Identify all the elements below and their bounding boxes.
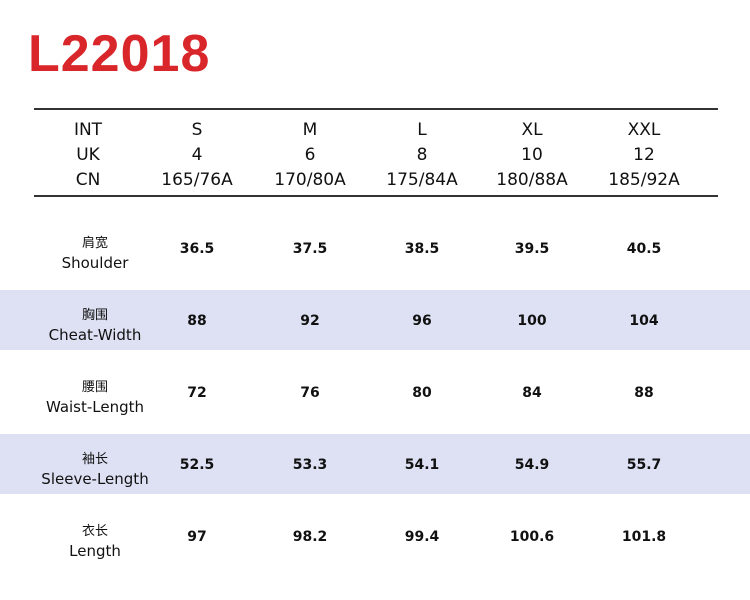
measurement-value: 76 bbox=[300, 385, 320, 401]
measurement-value: 88 bbox=[634, 385, 654, 401]
measurement-label-cn: 腰围 bbox=[81, 380, 108, 395]
size-row-uk: UK 4 6 8 10 12 bbox=[0, 145, 750, 169]
measurement-value: 99.4 bbox=[404, 529, 440, 545]
size-system-label: UK bbox=[76, 145, 100, 165]
measurement-row-shoulder: 肩宽 Shoulder 36.5 37.5 38.5 39.5 40.5 bbox=[0, 218, 750, 278]
size-cell: 8 bbox=[416, 145, 428, 165]
size-cell: L bbox=[417, 120, 427, 140]
size-cell: 165/76A bbox=[161, 170, 233, 190]
table-header-rule bbox=[34, 195, 718, 197]
size-cell: XL bbox=[521, 120, 543, 140]
measurement-value: 88 bbox=[187, 313, 207, 329]
size-cell: 175/84A bbox=[386, 170, 458, 190]
size-system-label: CN bbox=[75, 170, 101, 190]
measurement-label-en: Sleeve-Length bbox=[41, 470, 149, 488]
measurement-value: 52.5 bbox=[179, 457, 215, 473]
measurement-value: 92 bbox=[300, 313, 320, 329]
measurement-value: 96 bbox=[412, 313, 432, 329]
measurement-label-en: Length bbox=[69, 542, 121, 560]
size-cell: 4 bbox=[191, 145, 203, 165]
size-cell: 170/80A bbox=[274, 170, 346, 190]
measurement-value: 98.2 bbox=[292, 529, 328, 545]
measurement-value: 100 bbox=[517, 313, 547, 329]
measurement-value: 39.5 bbox=[514, 241, 550, 257]
measurement-value: 97 bbox=[187, 529, 207, 545]
measurement-value: 84 bbox=[522, 385, 542, 401]
size-cell: 10 bbox=[521, 145, 543, 165]
measurement-row-length: 衣长 Length 97 98.2 99.4 100.6 101.8 bbox=[0, 506, 750, 566]
size-cell: 180/88A bbox=[496, 170, 568, 190]
size-cell: S bbox=[191, 120, 203, 140]
measurement-value: 36.5 bbox=[179, 241, 215, 257]
measurement-label-cn: 胸围 bbox=[81, 308, 108, 323]
size-row-cn: CN 165/76A 170/80A 175/84A 180/88A 185/9… bbox=[0, 170, 750, 194]
measurement-value: 72 bbox=[187, 385, 207, 401]
size-cell: M bbox=[302, 120, 318, 140]
size-cell: 6 bbox=[304, 145, 316, 165]
measurement-value: 101.8 bbox=[621, 529, 667, 545]
measurement-value: 37.5 bbox=[292, 241, 328, 257]
size-cell: XXL bbox=[627, 120, 661, 140]
measurement-row-sleeve: 袖长 Sleeve-Length 52.5 53.3 54.1 54.9 55.… bbox=[0, 434, 750, 494]
measurement-value: 40.5 bbox=[626, 241, 662, 257]
table-top-rule bbox=[34, 108, 718, 110]
measurement-label-cn: 肩宽 bbox=[81, 236, 108, 251]
product-code-title: L22018 bbox=[28, 25, 211, 83]
measurement-label-cn: 衣长 bbox=[81, 524, 108, 539]
size-cell: 185/92A bbox=[608, 170, 680, 190]
measurement-value: 53.3 bbox=[292, 457, 328, 473]
measurement-value: 54.1 bbox=[404, 457, 440, 473]
measurement-value: 104 bbox=[629, 313, 659, 329]
measurement-value: 38.5 bbox=[404, 241, 440, 257]
measurement-value: 80 bbox=[412, 385, 432, 401]
measurement-label-en: Shoulder bbox=[61, 254, 129, 272]
measurement-value: 100.6 bbox=[509, 529, 555, 545]
measurement-row-waist: 腰围 Waist-Length 72 76 80 84 88 bbox=[0, 362, 750, 422]
size-cell: 12 bbox=[633, 145, 655, 165]
measurement-label-en: Waist-Length bbox=[45, 398, 145, 416]
measurement-value: 55.7 bbox=[626, 457, 662, 473]
measurement-value: 54.9 bbox=[514, 457, 550, 473]
measurement-label-cn: 袖长 bbox=[81, 452, 108, 467]
measurement-row-chest: 胸围 Cheat-Width 88 92 96 100 104 bbox=[0, 290, 750, 350]
measurement-label-en: Cheat-Width bbox=[48, 326, 142, 344]
size-system-label: INT bbox=[73, 120, 103, 140]
size-row-int: INT S M L XL XXL bbox=[0, 120, 750, 144]
